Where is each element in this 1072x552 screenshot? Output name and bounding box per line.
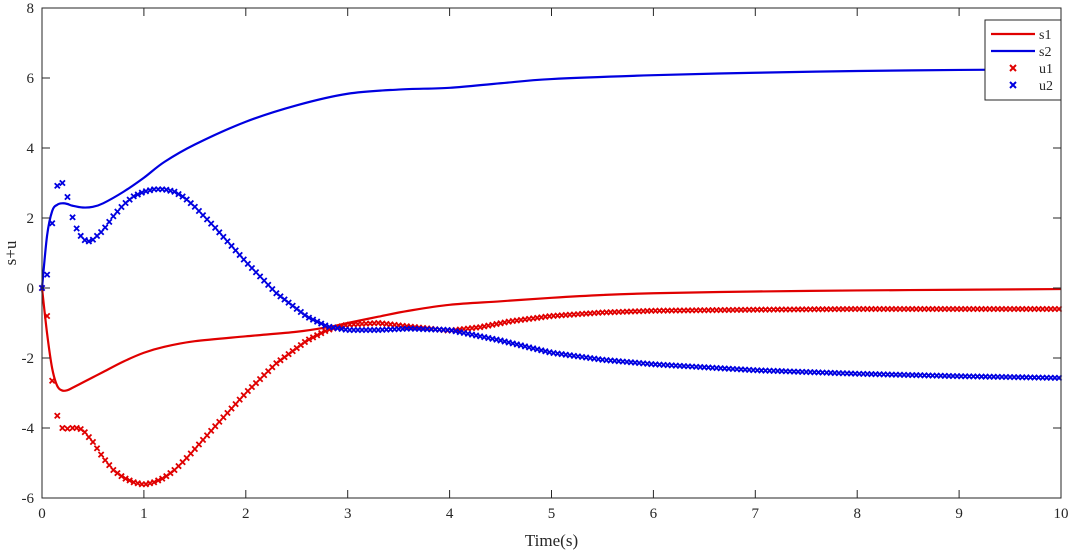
data-point-u1 bbox=[301, 338, 309, 346]
x-axis-label: Time(s) bbox=[525, 531, 578, 550]
data-point-u2 bbox=[171, 188, 178, 195]
legend-label-u1: u1 bbox=[1039, 62, 1053, 77]
data-point-u2 bbox=[114, 208, 121, 215]
legend-item-u1: u1 bbox=[1009, 62, 1053, 77]
legend-swatch-u2 bbox=[1009, 81, 1017, 89]
series-u2 bbox=[38, 179, 1063, 382]
x-tick-label: 8 bbox=[853, 506, 861, 522]
series-s1 bbox=[40, 287, 1062, 392]
y-tick-label: 8 bbox=[27, 1, 35, 17]
x-tick-label: 7 bbox=[752, 506, 760, 522]
data-point-u1 bbox=[317, 329, 325, 337]
data-point-u1 bbox=[305, 336, 313, 343]
plot-background bbox=[42, 8, 1061, 498]
x-tick-label: 10 bbox=[1054, 506, 1069, 522]
data-point-u1 bbox=[118, 472, 125, 480]
data-point-u2 bbox=[48, 220, 56, 227]
data-point-u1 bbox=[313, 332, 321, 339]
data-point-u2 bbox=[134, 191, 142, 198]
series-s2 bbox=[40, 68, 1062, 289]
data-point-u1 bbox=[309, 334, 317, 341]
legend: s1 s2 u1 u2 bbox=[984, 19, 1062, 101]
y-tick-label: 6 bbox=[27, 71, 35, 87]
data-point-u2 bbox=[43, 271, 51, 278]
legend-item-s1: s1 bbox=[991, 28, 1051, 43]
series-layer bbox=[38, 68, 1063, 488]
x-tick-label: 6 bbox=[650, 506, 658, 522]
data-point-u2 bbox=[85, 238, 93, 245]
data-point-u1 bbox=[43, 312, 51, 320]
data-point-u1 bbox=[59, 424, 66, 432]
y-tick-label: 0 bbox=[27, 281, 35, 297]
data-point-u2 bbox=[54, 182, 61, 190]
data-point-u1 bbox=[106, 461, 113, 469]
data-point-u2 bbox=[313, 318, 321, 325]
series-line-s1 bbox=[40, 287, 1062, 392]
x-tick-label: 4 bbox=[446, 506, 454, 522]
axes: 0 1 2 3 4 5 6 7 8 9 10 -6 -4 -2 0 2 4 6 8 bbox=[22, 1, 1069, 522]
x-tick-label: 3 bbox=[344, 506, 352, 522]
data-point-u1 bbox=[97, 451, 105, 458]
y-tick-label: 4 bbox=[27, 141, 35, 157]
data-point-u2 bbox=[317, 320, 325, 327]
x-tick-label: 1 bbox=[140, 506, 148, 522]
data-point-u1 bbox=[85, 433, 93, 441]
data-point-u1 bbox=[150, 479, 158, 486]
data-point-u2 bbox=[101, 224, 109, 231]
y-axis-label: s+u bbox=[1, 240, 20, 265]
data-point-u2 bbox=[175, 190, 182, 198]
data-point-u1 bbox=[81, 428, 89, 436]
data-point-u1 bbox=[101, 456, 109, 464]
data-point-u2 bbox=[97, 228, 105, 236]
data-point-u2 bbox=[64, 193, 71, 201]
data-point-u1 bbox=[126, 477, 133, 484]
x-tick-label: 2 bbox=[242, 506, 250, 522]
x-tick-label: 9 bbox=[955, 506, 963, 522]
data-point-u2 bbox=[138, 189, 146, 196]
data-point-u2 bbox=[110, 213, 117, 220]
legend-label-s1: s1 bbox=[1039, 28, 1051, 43]
data-point-u2 bbox=[301, 311, 309, 319]
legend-label-u2: u2 bbox=[1039, 79, 1053, 94]
y-tick-label: -2 bbox=[22, 351, 35, 367]
data-point-u2 bbox=[309, 316, 317, 323]
legend-swatch-u1 bbox=[1009, 64, 1017, 72]
data-point-u1 bbox=[54, 412, 61, 419]
data-point-u1 bbox=[159, 475, 166, 482]
data-point-u1 bbox=[93, 445, 101, 452]
plot-area bbox=[42, 8, 1061, 498]
series-u1 bbox=[38, 284, 1063, 488]
legend-label-s2: s2 bbox=[1039, 45, 1051, 60]
data-point-u1 bbox=[48, 377, 56, 384]
data-point-u2 bbox=[59, 179, 66, 187]
data-point-u1 bbox=[64, 425, 71, 432]
data-point-u2 bbox=[81, 236, 89, 244]
data-point-u2 bbox=[69, 214, 76, 221]
y-tick-label: -4 bbox=[22, 421, 35, 437]
data-point-u1 bbox=[154, 477, 162, 484]
data-point-u2 bbox=[73, 225, 80, 232]
series-line-s2 bbox=[40, 68, 1062, 289]
legend-item-s2: s2 bbox=[991, 45, 1051, 60]
legend-item-u2: u2 bbox=[1009, 79, 1053, 94]
x-tick-label: 5 bbox=[548, 506, 556, 522]
data-point-u1 bbox=[89, 438, 97, 446]
y-tick-label: -6 bbox=[22, 491, 35, 507]
data-point-u2 bbox=[305, 314, 313, 321]
x-tick-label: 0 bbox=[38, 506, 46, 522]
y-tick-label: 2 bbox=[27, 211, 35, 227]
data-point-u2 bbox=[322, 322, 329, 329]
data-point-u2 bbox=[106, 218, 113, 226]
data-point-u1 bbox=[122, 475, 129, 482]
data-point-u2 bbox=[130, 193, 137, 200]
